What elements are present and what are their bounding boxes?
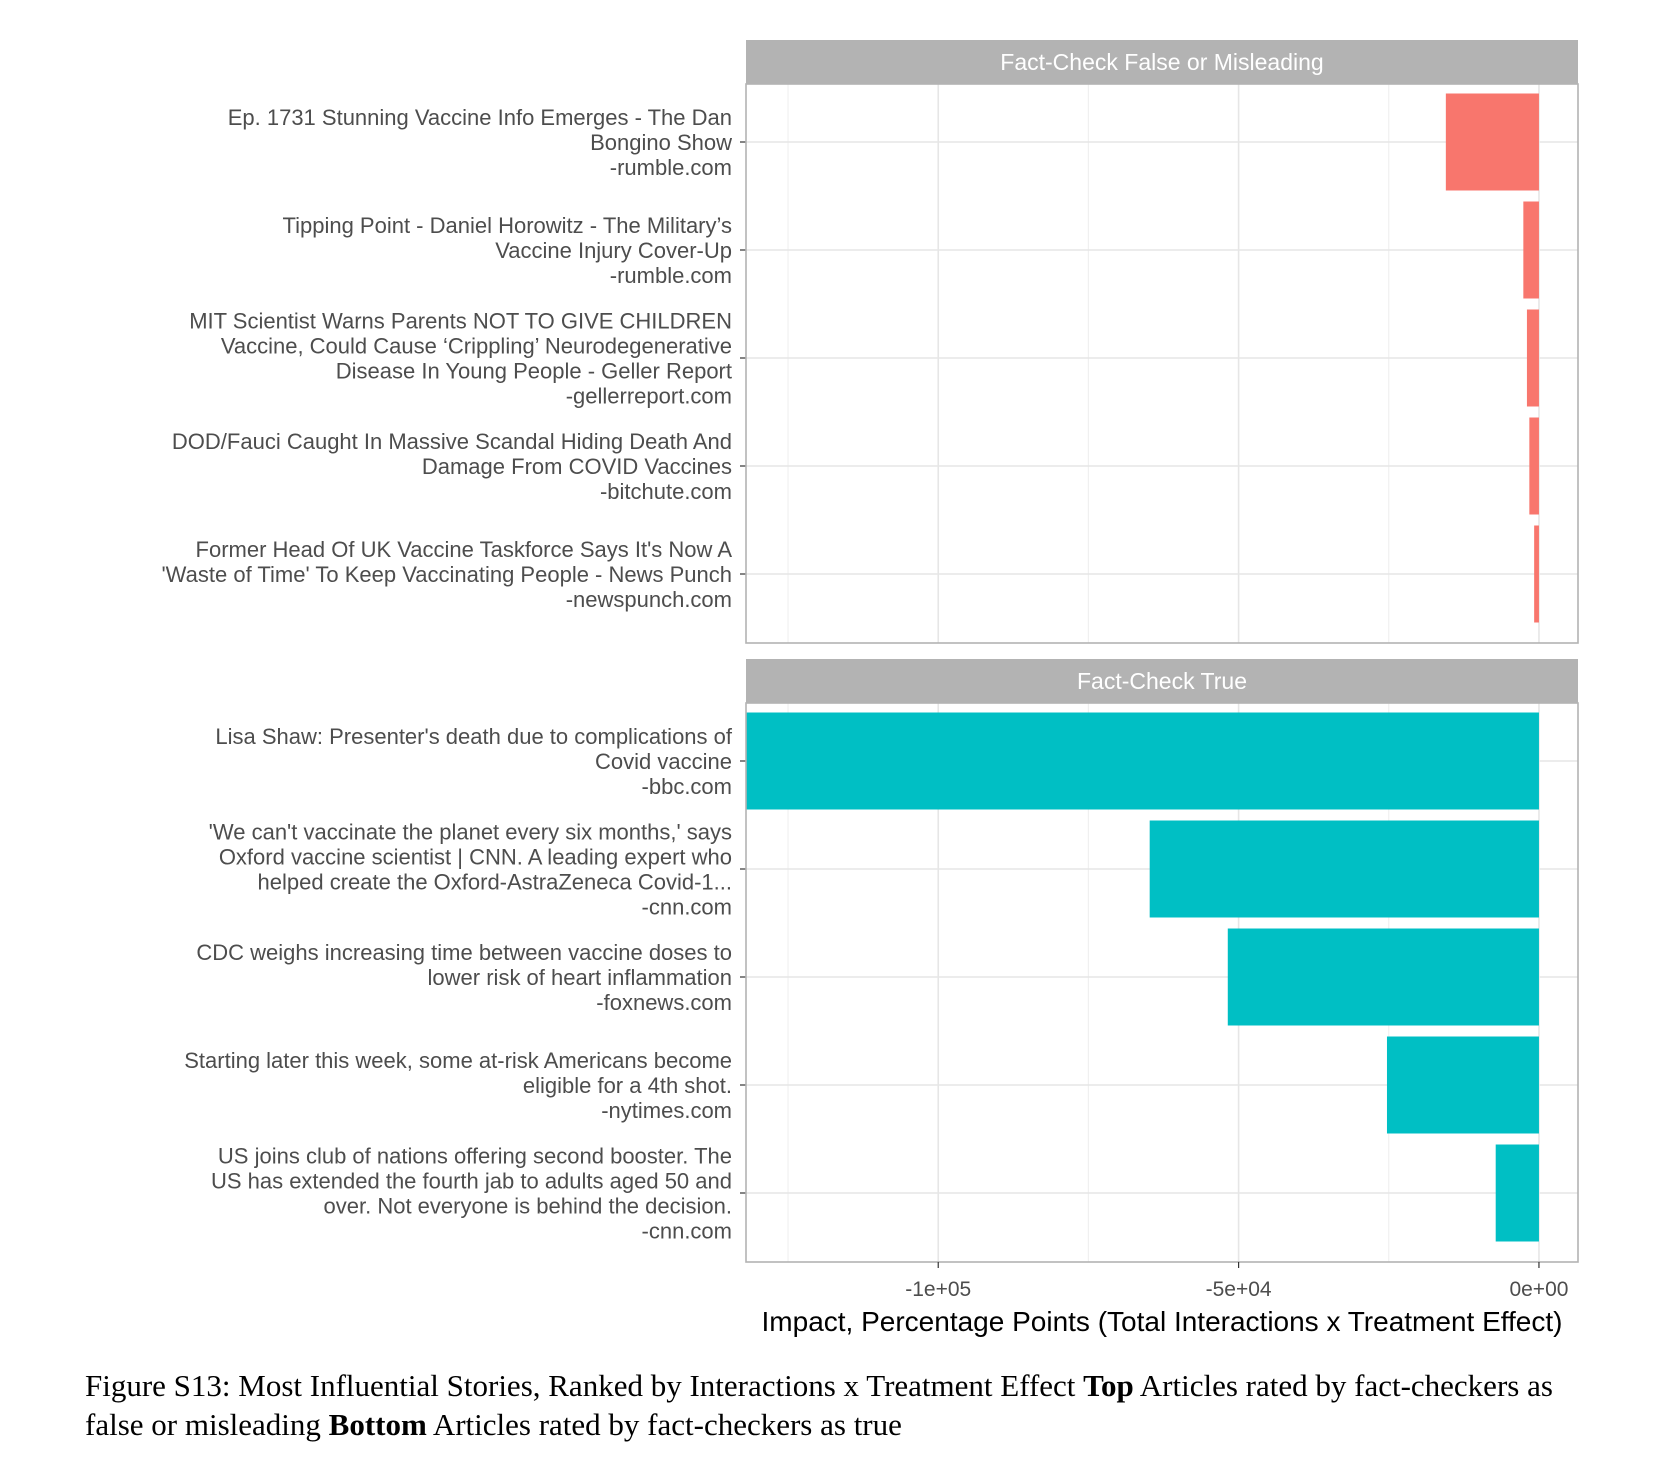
category-label: DOD/Fauci Caught In Massive Scandal Hidi…	[172, 429, 732, 504]
category-label-line: 'Waste of Time' To Keep Vaccinating Peop…	[161, 562, 732, 587]
category-label-line: -cnn.com	[642, 1219, 732, 1244]
category-label-line: MIT Scientist Warns Parents NOT TO GIVE …	[189, 309, 732, 334]
caption-top-text: Articles rated by fact-checkers as false…	[85, 1368, 1553, 1442]
category-label-line: Lisa Shaw: Presenter's death due to comp…	[215, 724, 732, 749]
x-tick-label: -5e+04	[1206, 1278, 1272, 1301]
panel-strip	[746, 659, 1578, 703]
category-label-line: US joins club of nations offering second…	[218, 1144, 732, 1169]
panel-background	[746, 84, 1578, 643]
category-label-line: US has extended the fourth jab to adults…	[211, 1169, 732, 1194]
category-label: 'We can't vaccinate the planet every six…	[209, 820, 732, 920]
bar	[1495, 1144, 1539, 1242]
category-label-line: -bbc.com	[642, 774, 732, 799]
category-label-line: over. Not everyone is behind the decisio…	[324, 1194, 732, 1219]
category-label-line: Damage From COVID Vaccines	[422, 454, 732, 479]
category-label-line: helped create the Oxford-AstraZeneca Cov…	[258, 870, 732, 895]
category-label-line: -rumble.com	[610, 155, 732, 180]
category-label-line: -cnn.com	[642, 895, 732, 920]
category-label-line: Former Head Of UK Vaccine Taskforce Says…	[196, 537, 733, 562]
category-label-line: -nytimes.com	[601, 1098, 732, 1123]
category-label: US joins club of nations offering second…	[211, 1144, 732, 1244]
figure-caption: Figure S13: Most Influential Stories, Ra…	[85, 1366, 1605, 1444]
category-label-line: Bongino Show	[590, 130, 732, 155]
category-label-line: Ep. 1731 Stunning Vaccine Info Emerges -…	[228, 105, 732, 130]
category-label: Lisa Shaw: Presenter's death due to comp…	[215, 724, 732, 799]
caption-prefix: Figure S13: Most Influential Stories, Ra…	[85, 1368, 1084, 1403]
bar	[746, 712, 1539, 810]
category-label: CDC weighs increasing time between vacci…	[196, 940, 732, 1015]
category-label-line: eligible for a 4th shot.	[523, 1073, 732, 1098]
category-label-line: Covid vaccine	[595, 749, 732, 774]
category-label-line: Disease In Young People - Geller Report	[336, 359, 732, 384]
x-axis-title: Impact, Percentage Points (Total Interac…	[762, 1306, 1563, 1337]
category-label-line: Oxford vaccine scientist | CNN. A leadin…	[219, 845, 732, 870]
category-label-line: -rumble.com	[610, 263, 732, 288]
bar	[1445, 93, 1539, 191]
category-label: Tipping Point - Daniel Horowitz - The Mi…	[282, 213, 732, 288]
bar	[1227, 928, 1539, 1026]
bar	[1149, 820, 1539, 918]
category-label-line: Starting later this week, some at-risk A…	[184, 1048, 732, 1073]
category-label-line: -bitchute.com	[600, 479, 732, 504]
category-label-line: Vaccine Injury Cover-Up	[495, 238, 732, 263]
category-label-line: 'We can't vaccinate the planet every six…	[209, 820, 732, 845]
category-label-line: lower risk of heart inflammation	[428, 965, 732, 990]
panel-strip	[746, 40, 1578, 84]
bar	[1534, 525, 1539, 623]
bar	[1526, 309, 1539, 407]
category-label: Starting later this week, some at-risk A…	[184, 1048, 732, 1123]
category-label-line: -gellerreport.com	[566, 384, 732, 409]
category-label-line: CDC weighs increasing time between vacci…	[196, 940, 732, 965]
caption-top-bold: Top	[1083, 1368, 1134, 1403]
category-label: MIT Scientist Warns Parents NOT TO GIVE …	[189, 309, 732, 409]
caption-bottom-bold: Bottom	[328, 1407, 427, 1442]
category-label-line: Tipping Point - Daniel Horowitz - The Mi…	[282, 213, 732, 238]
category-label-line: -foxnews.com	[596, 990, 732, 1015]
bar	[1523, 201, 1539, 299]
caption-bottom-text: Articles rated by fact-checkers as true	[426, 1407, 902, 1442]
category-label-line: Vaccine, Could Cause ‘Crippling’ Neurode…	[221, 334, 732, 359]
panel-strip-label: Fact-Check False or Misleading	[1000, 49, 1323, 75]
category-label: Former Head Of UK Vaccine Taskforce Says…	[161, 537, 732, 612]
category-label-line: -newspunch.com	[566, 587, 732, 612]
panel-border	[745, 702, 1579, 1263]
x-tick-label: 0e+00	[1509, 1278, 1568, 1301]
category-label: Ep. 1731 Stunning Vaccine Info Emerges -…	[228, 105, 732, 180]
panel-border	[745, 83, 1579, 644]
bar	[1386, 1036, 1539, 1134]
x-tick-label: -1e+05	[905, 1278, 971, 1301]
bar	[1529, 417, 1539, 515]
panel-strip-label: Fact-Check True	[1077, 668, 1247, 694]
category-label-line: DOD/Fauci Caught In Massive Scandal Hidi…	[172, 429, 732, 454]
